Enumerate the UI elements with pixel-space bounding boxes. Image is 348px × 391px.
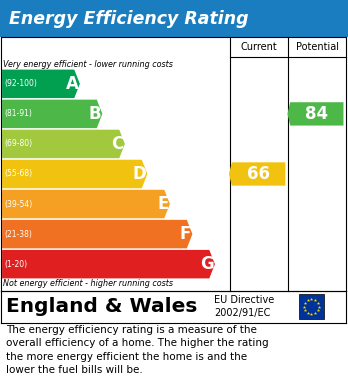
Text: (39-54): (39-54) (5, 199, 33, 208)
Text: (1-20): (1-20) (5, 260, 28, 269)
Polygon shape (2, 220, 192, 248)
Text: Not energy efficient - higher running costs: Not energy efficient - higher running co… (3, 279, 173, 288)
Polygon shape (2, 100, 102, 128)
Text: F: F (180, 225, 191, 243)
Polygon shape (2, 130, 125, 158)
Text: Very energy efficient - lower running costs: Very energy efficient - lower running co… (3, 60, 173, 69)
Text: (21-38): (21-38) (5, 230, 33, 239)
Text: Current: Current (240, 42, 277, 52)
Text: 66: 66 (247, 165, 270, 183)
Bar (1, 291, 346, 323)
Text: (81-91): (81-91) (5, 109, 33, 118)
Text: 84: 84 (305, 105, 329, 123)
Bar (0, 37, 348, 291)
Text: England & Wales: England & Wales (6, 297, 198, 316)
Text: A: A (65, 75, 78, 93)
FancyBboxPatch shape (299, 294, 324, 319)
Bar (0, 0, 348, 37)
Polygon shape (287, 102, 343, 126)
Text: (92-100): (92-100) (5, 79, 38, 88)
Text: B: B (88, 105, 101, 123)
Text: EU Directive
2002/91/EC: EU Directive 2002/91/EC (214, 295, 274, 318)
Text: (55-68): (55-68) (5, 169, 33, 179)
Text: (69-80): (69-80) (5, 140, 33, 149)
Text: The energy efficiency rating is a measure of the
overall efficiency of a home. T: The energy efficiency rating is a measur… (6, 325, 269, 375)
Text: D: D (132, 165, 146, 183)
Polygon shape (229, 162, 285, 186)
Polygon shape (2, 190, 170, 218)
Text: Potential: Potential (296, 42, 339, 52)
Text: C: C (111, 135, 124, 153)
Text: E: E (157, 195, 168, 213)
Polygon shape (2, 70, 80, 98)
Text: G: G (200, 255, 214, 273)
Polygon shape (2, 160, 147, 188)
Polygon shape (2, 250, 215, 278)
Text: Energy Efficiency Rating: Energy Efficiency Rating (9, 9, 248, 28)
